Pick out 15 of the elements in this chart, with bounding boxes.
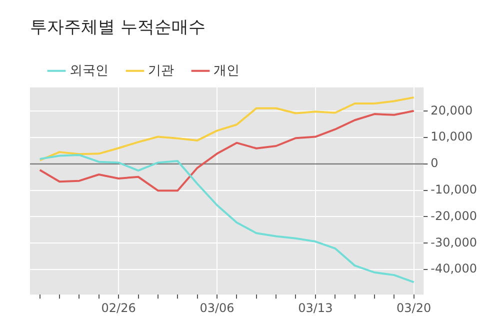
y-tick-label: -20,000	[430, 208, 478, 223]
x-tick-label: 02/26	[101, 300, 136, 315]
y-tick-label: -30,000	[430, 235, 478, 250]
x-tick-label: 03/06	[200, 300, 234, 315]
y-tick-label: -10,000	[430, 182, 478, 196]
legend-label: 기관	[148, 63, 174, 78]
y-tick-label: 10,000	[430, 130, 473, 144]
y-tick-label: -40,000	[430, 262, 478, 276]
x-tick-label: 03/13	[298, 300, 333, 315]
y-tick-label: 0	[430, 156, 438, 170]
legend-label: 개인	[214, 63, 240, 78]
legend-label: 외국인	[70, 63, 108, 78]
x-tick-label: 03/20	[396, 300, 432, 315]
y-tick-label: 20,000	[430, 103, 473, 118]
chart-title: 투자주체별 누적순매수	[30, 18, 206, 38]
